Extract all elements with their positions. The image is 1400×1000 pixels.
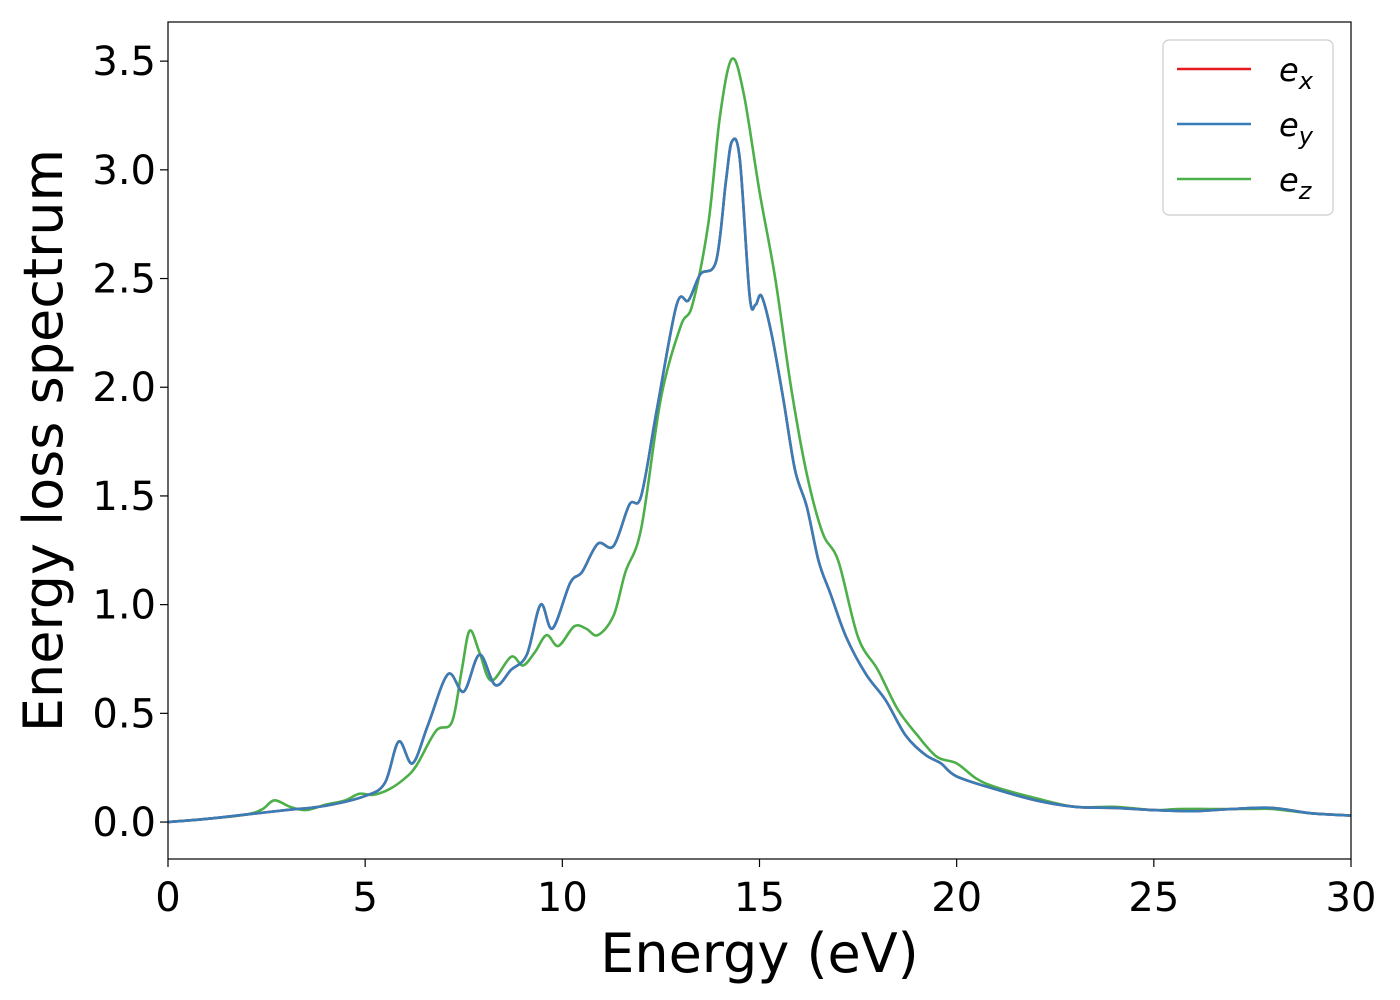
- series-line-ex: [168, 137, 1351, 824]
- series-layer: [168, 57, 1351, 824]
- x-tick-label: 10: [537, 875, 588, 921]
- x-tick-label: 20: [931, 875, 982, 921]
- x-tick-label: 0: [155, 875, 180, 921]
- series-line-ez: [168, 57, 1351, 824]
- y-tick-label: 0.0: [92, 800, 156, 846]
- legend-box: [1162, 39, 1334, 216]
- legend-label-ez: ez: [1279, 161, 1313, 205]
- x-tick-label: 25: [1128, 875, 1179, 921]
- y-tick-label: 3.5: [92, 39, 156, 85]
- legend: ex ey ez: [1162, 39, 1334, 216]
- x-axis-label: Energy (eV): [600, 922, 919, 985]
- y-tick-label: 2.5: [92, 257, 156, 303]
- legend-label-ex: ex: [1279, 51, 1314, 95]
- y-tick-label: 3.0: [92, 148, 156, 194]
- series-line-ey: [168, 137, 1351, 824]
- y-tick-label: 2.0: [92, 365, 156, 411]
- y-axis-label: Energy loss spectrum: [12, 149, 75, 732]
- x-tick-label: 15: [734, 875, 785, 921]
- ticks-layer: 0 5 10 15 20 25 30 0.0 0.5 1.0 1.5 2.0 2.5 3.0 3.5: [92, 39, 1376, 921]
- y-tick-label: 0.5: [92, 691, 156, 737]
- legend-label-ey: ey: [1279, 106, 1314, 150]
- x-tick-label: 5: [352, 875, 377, 921]
- y-tick-label: 1.5: [92, 474, 156, 520]
- x-tick-label: 30: [1326, 875, 1377, 921]
- y-tick-label: 1.0: [92, 583, 156, 629]
